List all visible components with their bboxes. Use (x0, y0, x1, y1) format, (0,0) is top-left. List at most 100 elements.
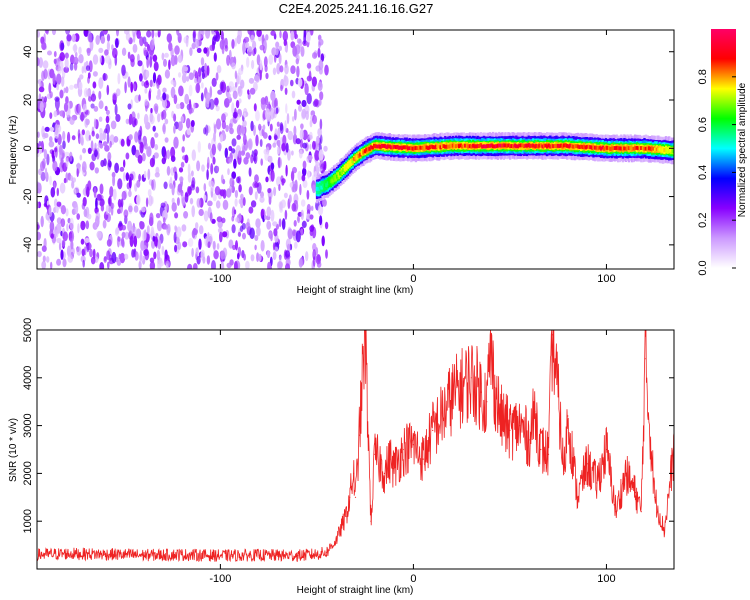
noise-blob (295, 230, 301, 243)
noise-blob (184, 154, 189, 164)
noise-blob (264, 151, 270, 161)
noise-blob (217, 142, 222, 151)
noise-blob (222, 178, 226, 185)
colorbar-scale (711, 29, 736, 268)
noise-blob (252, 48, 256, 57)
noise-blob (195, 186, 200, 194)
noise-blob (211, 218, 216, 224)
ridge-cell (422, 146, 425, 151)
noise-blob (121, 64, 126, 77)
noise-blob (45, 30, 49, 35)
ridge-cell (572, 144, 575, 149)
ridge-cell (462, 143, 465, 148)
noise-blob (95, 35, 100, 45)
ridge-cell (669, 147, 672, 152)
noise-blob (127, 103, 132, 110)
ridge-cell (357, 154, 360, 158)
noise-blob (37, 131, 40, 138)
snr-point (403, 448, 405, 451)
y-tick-label: 3000 (22, 413, 34, 437)
ridge-cell (643, 146, 646, 151)
noise-blob (114, 162, 119, 174)
noise-blob (128, 177, 132, 189)
noise-blob (124, 231, 130, 240)
noise-blob (284, 45, 288, 53)
noise-blob (280, 84, 283, 92)
noise-blob (121, 190, 127, 201)
noise-blob (249, 87, 256, 95)
snr-point (374, 453, 376, 455)
noise-blob (201, 164, 205, 172)
snr-point (634, 491, 637, 494)
noise-blob (59, 110, 65, 117)
noise-blob (162, 217, 166, 224)
noise-blob (92, 81, 97, 89)
noise-blob (63, 178, 67, 184)
ridge-cell (606, 146, 609, 150)
noise-blob (226, 188, 232, 198)
colorbar-tick-label: 0.4 (697, 165, 709, 180)
noise-blob (162, 99, 168, 108)
noise-blob (164, 118, 169, 125)
noise-blob (272, 221, 278, 227)
ridge-cell (345, 164, 348, 169)
noise-blob (238, 98, 242, 104)
noise-blob (117, 178, 123, 190)
noise-blob (43, 238, 47, 249)
spectrogram-panel: -100 0 100 -40 -20 0 20 40 Height of straight … (8, 29, 675, 296)
noise-blob (319, 118, 323, 130)
ridge-cell (490, 143, 493, 148)
noise-blob (228, 239, 234, 249)
noise-blob (81, 248, 86, 257)
ridge-cell (600, 146, 603, 151)
noise-blob (149, 79, 153, 88)
noise-blob (235, 217, 240, 223)
noise-blob (56, 83, 60, 91)
noise-blob (150, 137, 155, 149)
noise-blob (90, 93, 97, 102)
noise-blob (254, 235, 259, 241)
x-tick-label: 100 (597, 573, 615, 585)
noise-blob (132, 31, 136, 43)
noise-blob (138, 173, 142, 182)
ridge-cell (587, 144, 591, 149)
x-tick-label: 100 (597, 273, 615, 285)
noise-blob (159, 260, 164, 267)
noise-blob (204, 62, 207, 72)
noise-blob (60, 249, 64, 261)
ridge-cell (646, 146, 649, 151)
noise-blob (312, 52, 318, 59)
noise-blob (243, 112, 246, 118)
noise-blob (216, 166, 220, 172)
noise-blob (226, 54, 231, 66)
noise-blob (318, 149, 324, 161)
noise-blob (315, 161, 320, 167)
noise-blob (303, 32, 307, 45)
noise-blob (245, 260, 250, 269)
noise-blob (69, 151, 73, 162)
ridge-cell (413, 146, 416, 151)
noise-blob (53, 207, 57, 213)
noise-blob (287, 130, 294, 141)
noise-blob (105, 109, 110, 116)
noise-blob (157, 113, 161, 123)
noise-blob (266, 220, 272, 230)
snr-point (383, 472, 386, 474)
noise-blob (56, 201, 62, 207)
noise-blob (282, 30, 288, 42)
noise-blob (177, 241, 182, 250)
ridge-cell (618, 146, 621, 151)
noise-blob (278, 53, 282, 65)
noise-blob (95, 211, 101, 221)
noise-blob (301, 99, 307, 108)
ridge-cell (539, 143, 543, 148)
snr-point (297, 555, 299, 557)
noise-blob (234, 190, 238, 198)
noise-blob (163, 149, 167, 161)
noise-blob (234, 37, 237, 47)
ridge-cell (376, 144, 379, 149)
ridge-cell (567, 144, 570, 149)
ridge-cell (325, 183, 328, 188)
ridge-cell (496, 143, 499, 148)
noise-blob (250, 200, 257, 208)
